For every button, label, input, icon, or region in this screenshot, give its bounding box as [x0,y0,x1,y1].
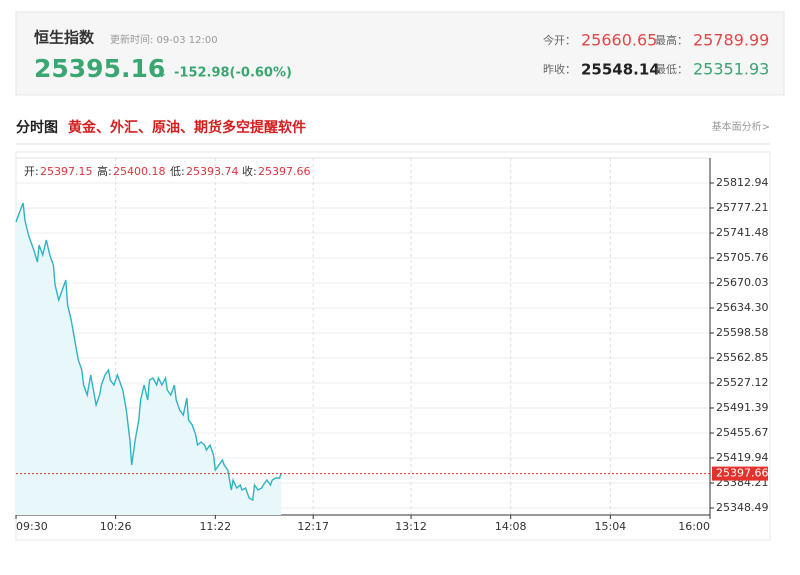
y-tick-label: 25812.94 [716,176,769,189]
index-name: 恒生指数 [34,29,95,47]
info-label: 收: [242,164,257,178]
y-tick-label: 25419.94 [716,451,769,464]
y-tick-label: 25491.39 [716,401,769,414]
info-label: 低: [170,165,185,178]
y-tick-label: 25348.49 [716,501,769,514]
info-value: 25397.66 [258,165,311,178]
quote-panel [15,11,785,96]
x-tick-label: 09:30 [16,520,48,533]
x-tick-label: 14:08 [495,520,527,533]
price-marker-box [712,466,768,481]
high-label: 最高： [655,33,688,47]
info-value: 25393.74 [186,165,239,178]
low: 25351.93 [693,60,769,79]
info-value: 25400.18 [113,165,166,178]
x-tick-label: 13:12 [395,520,427,533]
update-time: 更新时间: 09-03 12:00 [110,33,218,46]
section-title: 分时图 [16,119,58,136]
promo-link[interactable]: 黄金、外汇、原油、期货多空提醒软件 [68,119,306,136]
x-tick-label: 16:00 [678,520,710,533]
y-tick-label: 25634.30 [716,301,769,314]
y-tick-label: 25562.85 [716,351,769,364]
y-tick-label: 25455.67 [716,426,769,439]
open-label: 今开： [543,33,576,47]
info-label: 高: [97,164,112,178]
low-label: 最低： [655,63,688,76]
price-area [16,203,282,515]
info-label: 开: [24,165,39,178]
prev-label: 昨收： [543,62,576,76]
analysis-link[interactable]: 基本面分析> [712,120,770,133]
y-tick-label: 25777.21 [716,201,769,214]
change: -152.98(-0.60%) [174,66,292,81]
y-tick-label: 25741.48 [716,226,769,239]
high: 25789.99 [693,31,769,50]
info-value: 25397.15 [40,165,93,178]
price-line [15,202,282,502]
y-tick-label: 25670.03 [716,276,769,289]
x-tick-label: 15:04 [594,520,626,533]
price-marker-label: 25397.66 [716,467,769,480]
price: 25395.16 [34,54,165,83]
y-tick-label: 25705.76 [716,251,769,264]
prev: 25548.14 [581,61,660,79]
x-tick-label: 12:17 [297,520,329,533]
open: 25660.65 [581,31,657,50]
y-tick-label: 25527.12 [716,376,769,389]
arrow: ↓ [156,65,168,81]
x-tick-label: 11:22 [199,520,231,533]
x-tick-label: 10:26 [100,520,132,533]
y-tick-label: 25598.58 [716,326,769,339]
